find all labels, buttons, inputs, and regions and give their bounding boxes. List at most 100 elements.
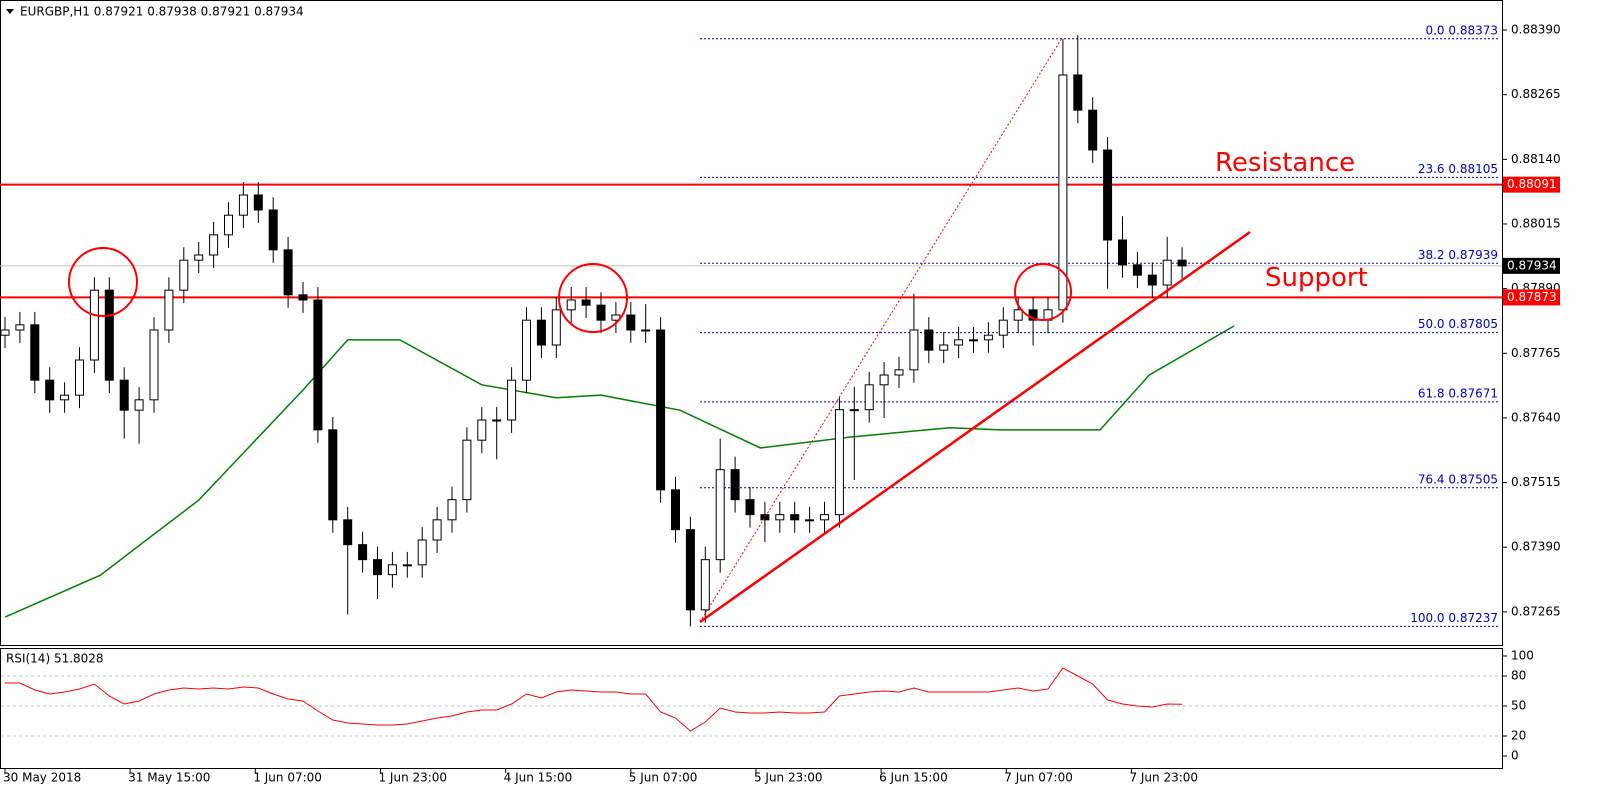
- candle-body: [179, 259, 189, 291]
- x-tick-label: 7 Jun 07:00: [1004, 771, 1073, 785]
- highlight-circle: [558, 263, 628, 333]
- support-label: Support: [1265, 263, 1368, 293]
- candle-body: [879, 374, 889, 386]
- candle-body: [790, 514, 800, 521]
- candle-body: [820, 514, 829, 521]
- candle-body: [298, 294, 308, 301]
- candle-body: [1058, 74, 1068, 311]
- resistance-tag: [1503, 176, 1560, 193]
- candle-body: [998, 319, 1008, 336]
- last-price-label: 0.87934: [1507, 258, 1557, 272]
- candle-body: [119, 379, 129, 411]
- candle-body: [253, 194, 263, 211]
- last-price-tag: [1503, 257, 1560, 274]
- candle-body: [283, 249, 293, 296]
- rsi-tick-label: 0: [1511, 749, 1519, 763]
- candle-body: [373, 559, 382, 576]
- fib-diagonal: [699, 37, 1063, 623]
- candle-body: [1013, 309, 1023, 321]
- candle-body: [1103, 149, 1113, 241]
- rsi-tick-label: 20: [1511, 729, 1526, 743]
- candle-body: [1028, 309, 1038, 321]
- fib-label: 50.0 0.87805: [1418, 317, 1498, 331]
- plot-layer: 0.883900.882650.881400.880150.878900.877…: [0, 23, 1561, 785]
- candle-body: [432, 519, 442, 541]
- y-tick-label: 0.87765: [1511, 346, 1561, 360]
- candle-body: [983, 334, 993, 341]
- x-tick-label: 4 Jun 15:00: [504, 771, 573, 785]
- y-tick-label: 0.87515: [1511, 475, 1561, 489]
- candle-body: [268, 209, 278, 251]
- candle-body: [849, 409, 859, 412]
- candle-body: [805, 519, 815, 522]
- candle-body: [730, 469, 740, 501]
- candle-body: [864, 384, 874, 411]
- candle-body: [507, 379, 517, 421]
- y-tick-label: 0.88265: [1511, 87, 1561, 101]
- y-tick-label: 0.87390: [1511, 540, 1561, 554]
- candle-body: [566, 299, 576, 311]
- candle-body: [834, 409, 844, 516]
- resistance-tag-label: 0.88091: [1507, 177, 1557, 191]
- support-tag: [1503, 289, 1560, 306]
- candle-body: [685, 529, 695, 611]
- support-tag-label: 0.87873: [1507, 290, 1557, 304]
- candle-body: [15, 324, 25, 331]
- fib-label: 100.0 0.87237: [1410, 611, 1498, 625]
- resistance-label: Resistance: [1215, 148, 1355, 178]
- candle-body: [760, 514, 770, 521]
- candle-body: [462, 439, 472, 501]
- candle-body: [1118, 239, 1127, 266]
- candle-body: [75, 359, 84, 396]
- header-arrow: [6, 9, 14, 14]
- candle-body: [238, 194, 248, 216]
- candle-body: [715, 469, 725, 561]
- candle-body: [104, 289, 114, 381]
- candle-body: [671, 489, 680, 531]
- candle-body: [149, 329, 159, 401]
- x-tick-label: 5 Jun 07:00: [629, 771, 698, 785]
- candle-body: [656, 329, 666, 491]
- candle-body: [641, 329, 651, 332]
- candle-body: [894, 369, 904, 376]
- candle-body: [939, 344, 949, 351]
- candle-body: [522, 319, 531, 381]
- candle-body: [477, 419, 487, 441]
- candle-body: [1147, 274, 1157, 286]
- candle-body: [402, 564, 412, 567]
- candle-body: [328, 429, 338, 521]
- candle-body: [924, 329, 934, 351]
- candle-body: [626, 314, 636, 331]
- highlight-circle: [1014, 263, 1072, 321]
- fib-label: 23.6 0.88105: [1418, 162, 1498, 176]
- x-tick-label: 7 Jun 23:00: [1129, 771, 1198, 785]
- x-tick-label: 6 Jun 15:00: [879, 771, 948, 785]
- candle-body: [209, 234, 219, 256]
- main-panel-frame: [0, 0, 1503, 646]
- moving-average: [4, 325, 1235, 618]
- candle-body: [313, 299, 323, 431]
- candle-body: [89, 289, 99, 361]
- y-tick-label: 0.88015: [1511, 216, 1561, 230]
- x-tick-label: 31 May 15:00: [128, 771, 210, 785]
- candle-body: [581, 299, 591, 306]
- candle-body: [954, 339, 964, 346]
- rsi-tick-label: 50: [1511, 699, 1526, 713]
- x-tick-label: 1 Jun 07:00: [253, 771, 322, 785]
- candle-body: [224, 214, 233, 236]
- y-tick-label: 0.88140: [1511, 152, 1561, 166]
- candle-body: [492, 419, 502, 422]
- y-tick-label: 0.88390: [1511, 23, 1561, 37]
- candle-body: [387, 564, 397, 576]
- candle-body: [447, 499, 457, 521]
- candle-body: [745, 499, 755, 516]
- candle-body: [1132, 264, 1142, 276]
- candle-body: [343, 519, 353, 546]
- candle-body: [1177, 259, 1187, 267]
- candle-body: [909, 329, 919, 371]
- candle-body: [194, 254, 204, 261]
- rsi-tick-label: 80: [1511, 669, 1526, 683]
- candle-body: [969, 339, 978, 342]
- y-tick-label: 0.87640: [1511, 410, 1561, 424]
